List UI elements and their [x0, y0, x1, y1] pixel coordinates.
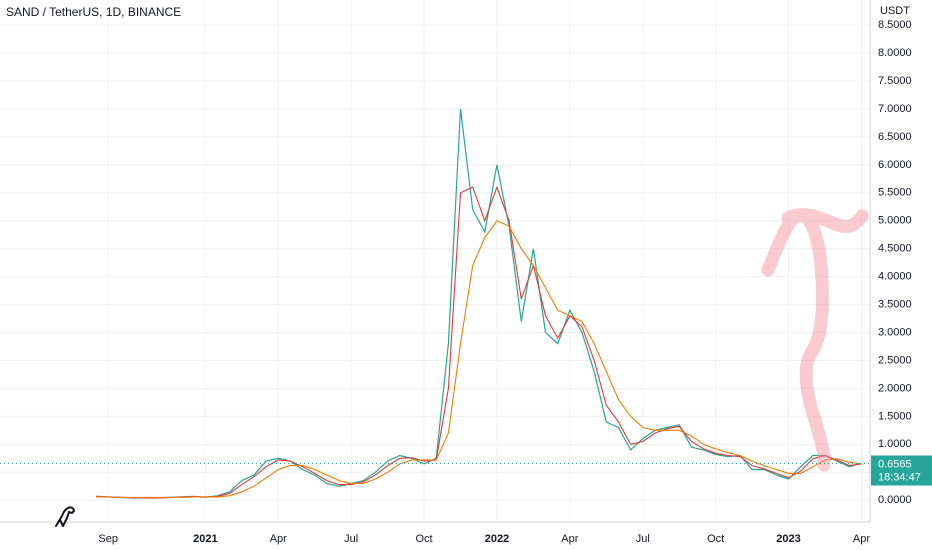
y-tick-label: 7.0000 — [878, 103, 912, 115]
x-tick-label: 2021 — [193, 533, 217, 545]
x-tick-label: Apr — [561, 533, 578, 545]
x-tick-label: Sep — [98, 533, 118, 545]
series-line — [96, 220, 862, 498]
y-tick-label: 8.5000 — [878, 19, 912, 31]
plot — [95, 108, 862, 499]
countdown-label: 18:34:47 — [878, 471, 921, 483]
x-tick-label: Oct — [707, 533, 724, 545]
y-tick-label: 4.5000 — [878, 243, 912, 255]
y-tick-label: 6.5000 — [878, 131, 912, 143]
y-tick-label: 1.0000 — [878, 438, 912, 450]
y-tick-label: 5.5000 — [878, 187, 912, 199]
y-tick-label: 3.5000 — [878, 298, 912, 310]
chart-title: SAND / TetherUS, 1D, BINANCE — [6, 5, 181, 19]
logo — [55, 506, 76, 527]
y-tick-label: 7.5000 — [878, 75, 912, 87]
y-tick-label: 2.0000 — [878, 382, 912, 394]
x-tick-label: Oct — [415, 533, 432, 545]
x-tick-label: 2023 — [776, 533, 800, 545]
x-tick-label: Apr — [853, 533, 870, 545]
y-axis-unit: USDT — [880, 5, 910, 17]
last-price-label: 0.6565 — [878, 458, 912, 470]
grid — [0, 0, 870, 522]
x-tick-label: Jul — [344, 533, 358, 545]
y-tick-label: 8.0000 — [878, 47, 912, 59]
y-tick-label: 2.5000 — [878, 354, 912, 366]
y-tick-label: 6.0000 — [878, 159, 912, 171]
x-tick-label: Apr — [270, 533, 287, 545]
y-tick-label: 0.0000 — [878, 494, 912, 506]
y-tick-label: 3.0000 — [878, 326, 912, 338]
y-tick-label: 4.0000 — [878, 271, 912, 283]
annotation-arrow — [761, 208, 869, 472]
x-tick-label: 2022 — [485, 533, 509, 545]
series-line — [95, 185, 862, 499]
price-tag — [871, 455, 932, 486]
x-tick-label: Jul — [636, 533, 650, 545]
y-tick-label: 1.5000 — [878, 410, 912, 422]
y-tick-label: 5.0000 — [878, 215, 912, 227]
